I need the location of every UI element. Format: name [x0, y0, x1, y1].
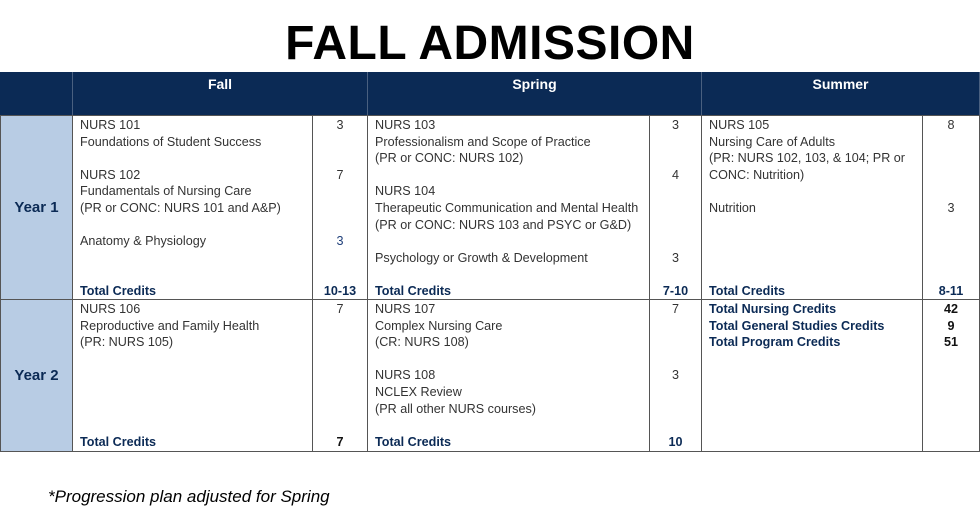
summary-value: 9	[947, 318, 955, 333]
course-line: NURS 104	[375, 184, 436, 199]
course-line: (CR: NURS 108)	[375, 335, 469, 350]
course-line: Professionalism and Scope of Practice	[375, 134, 591, 149]
course-cell: NURS 106 Reproductive and Family Health (P…	[73, 299, 313, 452]
course-line: NURS 101	[80, 118, 141, 132]
course-cell: Total Nursing Credits Total General Studi…	[702, 299, 923, 452]
summary-label: Total Program Credits	[709, 335, 841, 350]
total-credits-label: Total Credits	[709, 284, 786, 298]
total-credits-value: 7	[336, 435, 344, 449]
credit-cell: 8 3 8-11	[923, 115, 980, 300]
credit-cell: 3 7 3 10-13	[313, 115, 368, 300]
course-line: Nursing Care of Adults	[709, 134, 835, 149]
course-line: NURS 108	[375, 368, 436, 383]
credit-value: 8	[947, 118, 955, 132]
course-line: Fundamentals of Nursing Care	[80, 184, 252, 199]
course-line: Psychology or Growth & Development	[375, 250, 588, 265]
course-line: Nutrition	[709, 201, 756, 215]
credit-value: 3	[671, 250, 679, 265]
summary-label: Total General Studies Credits	[709, 318, 885, 333]
credit-value: 3	[336, 234, 344, 249]
course-line: (PR: NURS 102, 103, & 104; PR or	[709, 151, 905, 166]
column-header-fall: Fall	[73, 72, 368, 115]
credit-cell: 3 4 3 7-10	[650, 115, 702, 300]
course-line: NURS 105	[709, 118, 770, 132]
page-title: FALL ADMISSION	[285, 17, 695, 70]
total-credits-value: 10-13	[323, 284, 357, 298]
course-line: (PR: NURS 105)	[80, 335, 174, 350]
course-cell: NURS 105 Nursing Care of Adults (PR: NURS …	[702, 115, 923, 300]
year-label-text: Year 2	[14, 367, 59, 384]
total-credits-label: Total Credits	[80, 284, 157, 298]
year-label-text: Year 1	[14, 199, 59, 216]
credit-value: 3	[671, 118, 679, 132]
course-cell: NURS 107 Complex Nursing Care (CR: NURS 10…	[368, 299, 650, 452]
course-line: NURS 106	[80, 302, 141, 316]
course-line: NURS 107	[375, 302, 436, 316]
course-line: (PR all other NURS courses)	[375, 401, 536, 416]
year-label: Year 2	[0, 299, 73, 452]
course-line: (PR or CONC: NURS 102)	[375, 151, 524, 166]
summary-label: Total Nursing Credits	[709, 302, 837, 316]
total-credits-label: Total Credits	[375, 284, 452, 298]
course-line: NURS 102	[80, 167, 141, 182]
total-credits-value: 8-11	[938, 284, 964, 298]
column-header-spring: Spring	[368, 72, 702, 115]
header-blank	[0, 72, 73, 115]
course-line: Foundations of Student Success	[80, 134, 262, 149]
credit-value: 4	[671, 167, 679, 182]
course-line: Reproductive and Family Health	[80, 318, 260, 333]
credit-value: 3	[671, 368, 679, 383]
course-line: Complex Nursing Care	[375, 318, 503, 333]
credit-cell: 42 9 51	[923, 299, 980, 452]
year-label: Year 1	[0, 115, 73, 300]
credit-cell: 7 3 10	[650, 299, 702, 452]
course-cell: NURS 101 Foundations of Student Success NU…	[73, 115, 313, 300]
credit-value: 7	[671, 302, 679, 316]
course-line: (PR or CONC: NURS 103 and PSYC or G&D)	[375, 217, 632, 232]
credit-value: 3	[947, 201, 955, 215]
total-credits-value: 10	[668, 435, 683, 449]
course-line: Anatomy & Physiology	[80, 234, 206, 249]
credit-value: 7	[336, 302, 344, 316]
credit-value: 7	[336, 167, 344, 182]
course-line: CONC: Nutrition)	[709, 167, 805, 182]
summary-value: 51	[943, 335, 958, 350]
course-line: NURS 103	[375, 118, 436, 132]
column-header-summer: Summer	[702, 72, 980, 115]
summary-value: 42	[943, 302, 958, 316]
total-credits-label: Total Credits	[80, 435, 157, 449]
course-line: (PR or CONC: NURS 101 and A&P)	[80, 201, 281, 215]
total-credits-label: Total Credits	[375, 435, 452, 449]
credit-value: 3	[336, 118, 344, 132]
course-cell: NURS 103 Professionalism and Scope of Pra…	[368, 115, 650, 300]
footnote: *Progression plan adjusted for Spring	[48, 487, 330, 506]
total-credits-value: 7-10	[662, 284, 689, 298]
course-line: NCLEX Review	[375, 385, 462, 399]
course-line: Therapeutic Communication and Mental Hea…	[375, 201, 639, 215]
